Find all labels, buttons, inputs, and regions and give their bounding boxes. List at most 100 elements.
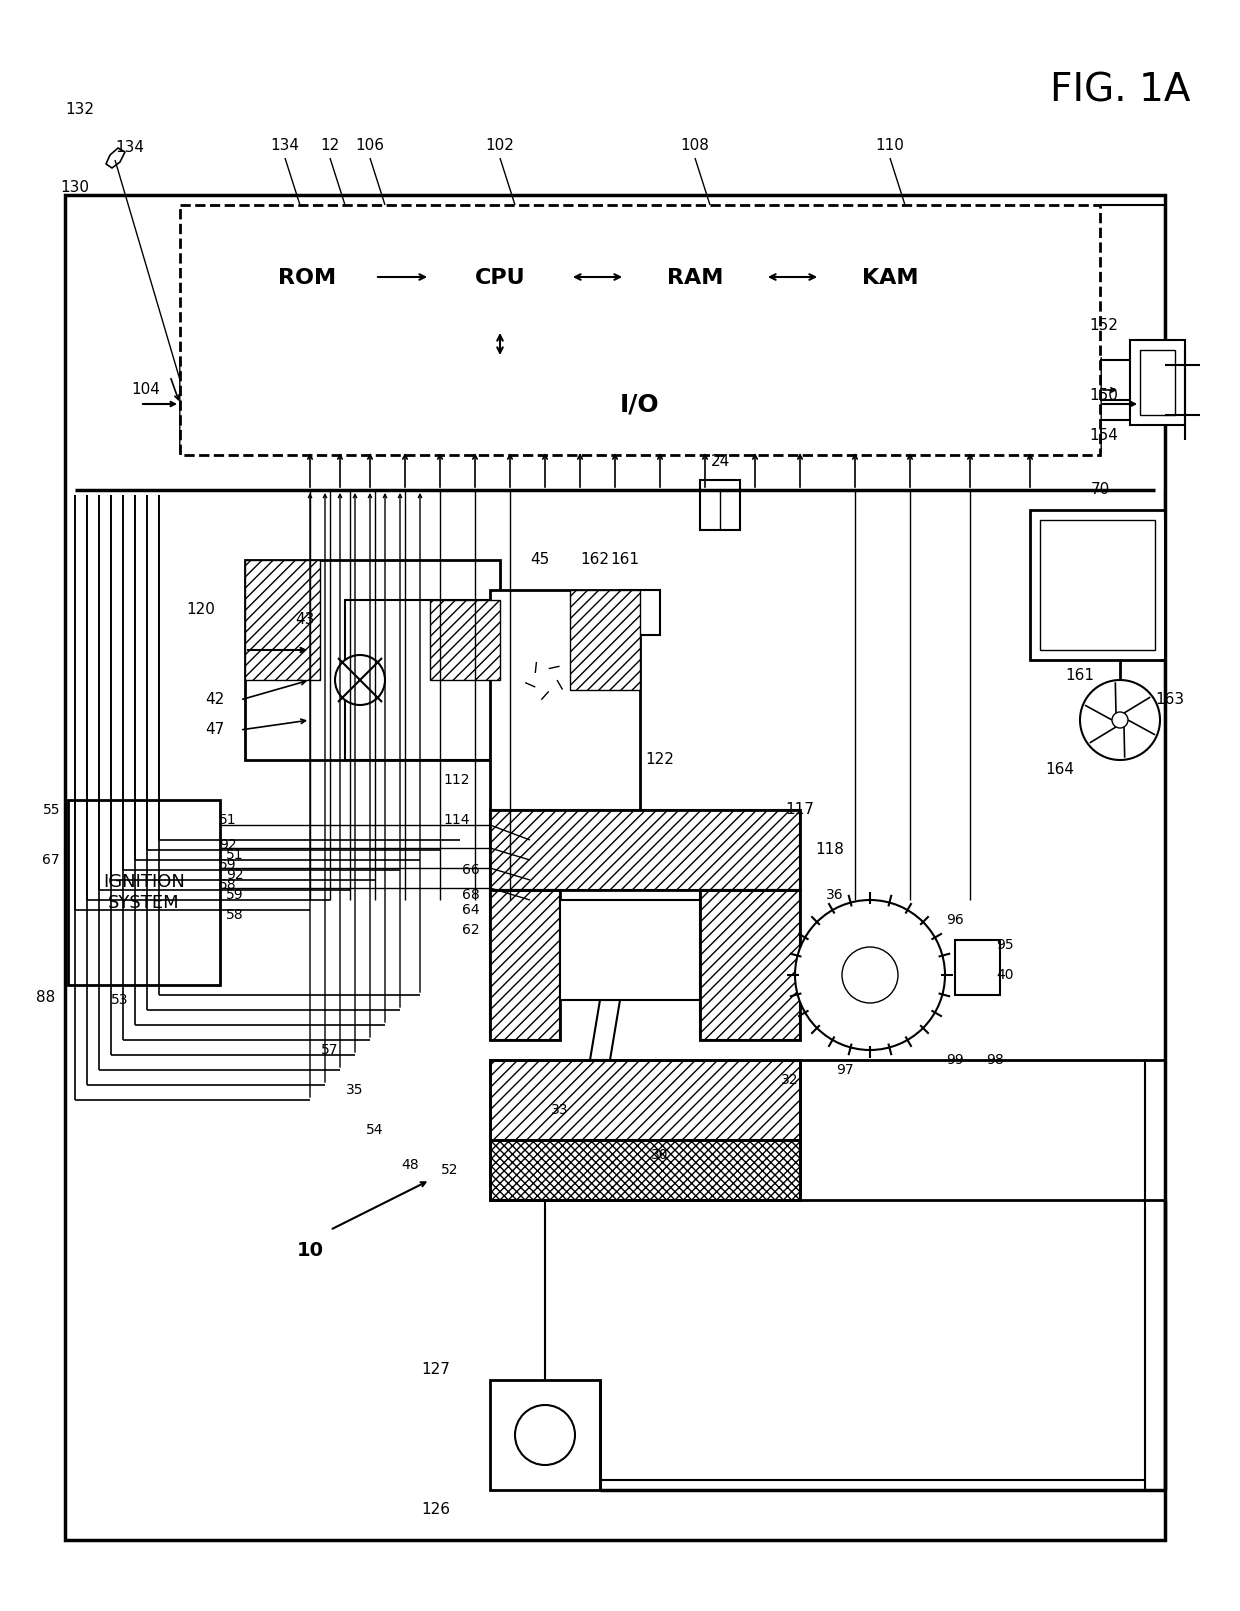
Text: 117: 117: [786, 802, 815, 817]
Text: 152: 152: [1089, 317, 1118, 332]
Bar: [180, 358, 1100, 449]
Bar: [1040, 520, 1154, 649]
Text: 55: 55: [42, 802, 60, 817]
Bar: [490, 590, 640, 810]
Bar: [620, 590, 660, 635]
Bar: [1030, 511, 1166, 661]
Text: 10: 10: [296, 1240, 324, 1260]
Text: 51: 51: [226, 847, 244, 862]
Bar: [820, 226, 960, 330]
Text: ROM: ROM: [279, 267, 336, 287]
Text: 96: 96: [946, 913, 963, 926]
Text: 53: 53: [112, 992, 129, 1007]
Bar: [701, 889, 800, 1041]
Text: 150: 150: [1089, 388, 1118, 403]
Bar: [430, 226, 570, 330]
Text: 97: 97: [836, 1063, 854, 1078]
Bar: [246, 561, 320, 680]
Text: 59: 59: [219, 859, 237, 872]
Text: 161: 161: [610, 553, 640, 567]
Text: 33: 33: [552, 1104, 569, 1116]
Circle shape: [1080, 680, 1159, 760]
Bar: [490, 810, 800, 889]
Bar: [490, 1060, 800, 1141]
Text: 51: 51: [219, 814, 237, 826]
Text: 106: 106: [356, 137, 384, 153]
Text: 36: 36: [826, 888, 843, 902]
Text: 162: 162: [580, 553, 610, 567]
Text: 92: 92: [219, 838, 237, 852]
Bar: [430, 599, 500, 680]
Text: 130: 130: [61, 180, 89, 195]
Text: RAM: RAM: [667, 267, 723, 287]
Text: 126: 126: [422, 1503, 450, 1518]
Circle shape: [1112, 712, 1128, 728]
Bar: [490, 1141, 800, 1200]
Text: IGNITION
SYSTEM: IGNITION SYSTEM: [103, 873, 185, 912]
Text: 164: 164: [1045, 762, 1075, 778]
Circle shape: [795, 901, 945, 1050]
Text: 154: 154: [1089, 427, 1118, 443]
Text: 43: 43: [295, 612, 315, 628]
Text: 47: 47: [206, 722, 224, 738]
Bar: [701, 889, 800, 1041]
Text: 134: 134: [270, 137, 300, 153]
Text: 122: 122: [646, 752, 675, 767]
Circle shape: [335, 656, 384, 706]
Text: 68: 68: [463, 888, 480, 902]
Text: 58: 58: [219, 878, 237, 892]
Bar: [490, 1141, 800, 1200]
Text: 48: 48: [402, 1158, 419, 1171]
Bar: [490, 810, 800, 889]
Text: 110: 110: [875, 137, 904, 153]
Text: 40: 40: [996, 968, 1014, 983]
Text: 58: 58: [226, 909, 244, 921]
Bar: [955, 939, 999, 996]
Text: 127: 127: [422, 1363, 450, 1377]
Text: 134: 134: [115, 140, 145, 156]
Text: 54: 54: [366, 1123, 383, 1137]
Bar: [490, 889, 560, 1041]
Text: 66: 66: [463, 863, 480, 876]
Text: 95: 95: [996, 938, 1014, 952]
Bar: [246, 561, 500, 760]
Bar: [1140, 350, 1176, 416]
Text: 132: 132: [66, 103, 94, 118]
Text: 88: 88: [36, 991, 55, 1005]
Text: 102: 102: [486, 137, 515, 153]
Text: 42: 42: [206, 693, 224, 707]
Bar: [625, 226, 765, 330]
Bar: [1130, 340, 1185, 425]
Text: 24: 24: [711, 454, 729, 469]
Text: 98: 98: [986, 1054, 1004, 1066]
Bar: [490, 889, 560, 1041]
Text: 52: 52: [441, 1163, 459, 1178]
Text: KAM: KAM: [862, 267, 919, 287]
Text: 12: 12: [320, 137, 340, 153]
Bar: [570, 590, 640, 690]
Bar: [490, 1060, 800, 1141]
Text: 112: 112: [444, 773, 470, 788]
Bar: [490, 1381, 600, 1490]
Bar: [64, 195, 1166, 1540]
Text: 70: 70: [1090, 483, 1110, 498]
Text: 62: 62: [463, 923, 480, 938]
Bar: [345, 599, 500, 760]
Text: 118: 118: [816, 843, 844, 857]
Circle shape: [515, 1405, 575, 1464]
Text: FIG. 1A: FIG. 1A: [1050, 71, 1190, 110]
Text: 57: 57: [321, 1042, 339, 1057]
Text: 114: 114: [444, 814, 470, 826]
Text: 92: 92: [226, 868, 244, 881]
Bar: [560, 901, 701, 1000]
Text: CPU: CPU: [475, 267, 526, 287]
Text: 120: 120: [186, 603, 215, 617]
Text: 35: 35: [346, 1083, 363, 1097]
Text: 161: 161: [1065, 667, 1095, 683]
Text: 67: 67: [42, 852, 60, 867]
Circle shape: [842, 947, 898, 1004]
Bar: [701, 480, 740, 530]
Text: 64: 64: [463, 904, 480, 917]
Text: 30: 30: [651, 1149, 668, 1162]
Text: 104: 104: [131, 382, 160, 398]
